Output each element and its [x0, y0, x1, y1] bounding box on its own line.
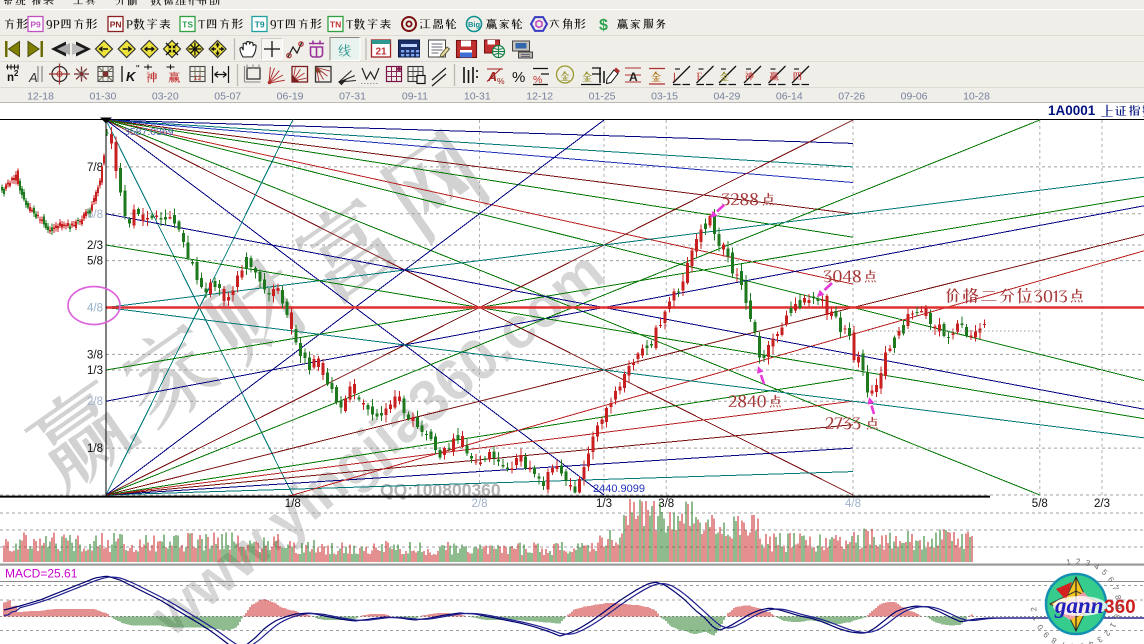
svg-text:0: 0 — [1112, 613, 1122, 620]
svg-text:0: 0 — [1035, 622, 1045, 631]
svg-text:1: 1 — [1031, 614, 1041, 622]
svg-text:360: 360 — [1104, 597, 1136, 618]
svg-text:6: 6 — [1069, 642, 1075, 644]
svg-text:1/8: 1/8 — [87, 443, 103, 455]
svg-text:1: 1 — [1066, 557, 1072, 567]
svg-text:09-11: 09-11 — [402, 91, 428, 103]
svg-text:TS: TS — [182, 20, 193, 30]
svg-text:01-30: 01-30 — [89, 91, 116, 103]
svg-text:2: 2 — [1076, 557, 1081, 566]
svg-text:7/8: 7/8 — [87, 162, 103, 174]
svg-text:10-31: 10-31 — [464, 91, 491, 103]
svg-text:07-26: 07-26 — [838, 91, 865, 103]
svg-text:5: 5 — [1100, 568, 1110, 578]
svg-text:%: % — [497, 76, 505, 86]
svg-text:1A0001: 1A0001 — [1048, 103, 1096, 118]
svg-text:4/8: 4/8 — [87, 303, 103, 315]
svg-text:4/8: 4/8 — [845, 498, 861, 510]
svg-text:2: 2 — [14, 69, 19, 78]
svg-text:3/8: 3/8 — [87, 349, 103, 361]
svg-text:03-15: 03-15 — [651, 91, 678, 103]
svg-text:3: 3 — [1095, 634, 1104, 644]
svg-text:n: n — [7, 72, 14, 84]
svg-text:03-20: 03-20 — [152, 91, 179, 103]
svg-text:01-25: 01-25 — [589, 91, 616, 103]
svg-text:T9: T9 — [255, 20, 265, 30]
svg-text:2/3: 2/3 — [1094, 498, 1110, 510]
svg-text:09-06: 09-06 — [901, 91, 928, 103]
svg-text:2/8: 2/8 — [87, 396, 103, 408]
svg-text:21: 21 — [375, 47, 387, 58]
svg-text:2/3: 2/3 — [87, 240, 103, 252]
svg-text:7: 7 — [1059, 639, 1067, 644]
svg-text:TN: TN — [330, 20, 341, 30]
svg-text:2: 2 — [1029, 606, 1039, 612]
svg-text:2/8: 2/8 — [472, 498, 488, 510]
svg-text:12-12: 12-12 — [526, 91, 553, 103]
svg-text:04-29: 04-29 — [713, 91, 740, 103]
svg-text:": " — [136, 64, 140, 75]
svg-text:A: A — [28, 70, 38, 85]
svg-text:1/3: 1/3 — [596, 498, 612, 510]
svg-text:5/8: 5/8 — [87, 256, 103, 268]
svg-text:3/8: 3/8 — [658, 498, 674, 510]
svg-text:P9: P9 — [30, 20, 41, 30]
svg-text:PN: PN — [110, 20, 122, 30]
svg-text:2: 2 — [1102, 628, 1112, 638]
svg-text:A: A — [629, 70, 638, 84]
svg-text:9: 9 — [1041, 629, 1051, 639]
svg-text:MACD=25.61: MACD=25.61 — [5, 567, 78, 581]
svg-text:10-28: 10-28 — [963, 91, 990, 103]
svg-text:9: 9 — [1114, 604, 1123, 610]
svg-text:%: % — [512, 69, 525, 86]
svg-text:8: 8 — [1113, 594, 1123, 600]
svg-text:4: 4 — [1092, 562, 1101, 572]
svg-text:gann: gann — [1054, 593, 1104, 618]
svg-text:$: $ — [599, 17, 608, 34]
svg-text:06-14: 06-14 — [776, 91, 803, 103]
svg-text:1/3: 1/3 — [87, 365, 103, 377]
svg-text:06-19: 06-19 — [277, 91, 304, 103]
svg-text:3: 3 — [1084, 558, 1091, 568]
svg-text:5/8: 5/8 — [1032, 498, 1048, 510]
svg-text:6: 6 — [1106, 575, 1116, 584]
svg-text:2440.9099: 2440.9099 — [593, 483, 645, 495]
svg-text:%: % — [533, 74, 542, 86]
svg-text:3587.0369: 3587.0369 — [124, 126, 174, 138]
svg-text:05-07: 05-07 — [214, 91, 241, 103]
svg-text:4: 4 — [1087, 639, 1095, 644]
svg-text:12: 12 — [194, 75, 202, 82]
svg-text:Big: Big — [468, 20, 481, 29]
svg-text:07-31: 07-31 — [339, 91, 366, 103]
svg-text:8: 8 — [1049, 635, 1058, 644]
svg-text:5: 5 — [1079, 641, 1085, 644]
svg-text:12-18: 12-18 — [27, 91, 54, 103]
svg-text:7: 7 — [1110, 584, 1120, 592]
svg-text:1/8: 1/8 — [285, 498, 301, 510]
svg-text:K: K — [126, 69, 137, 84]
svg-text:1: 1 — [1107, 621, 1117, 630]
